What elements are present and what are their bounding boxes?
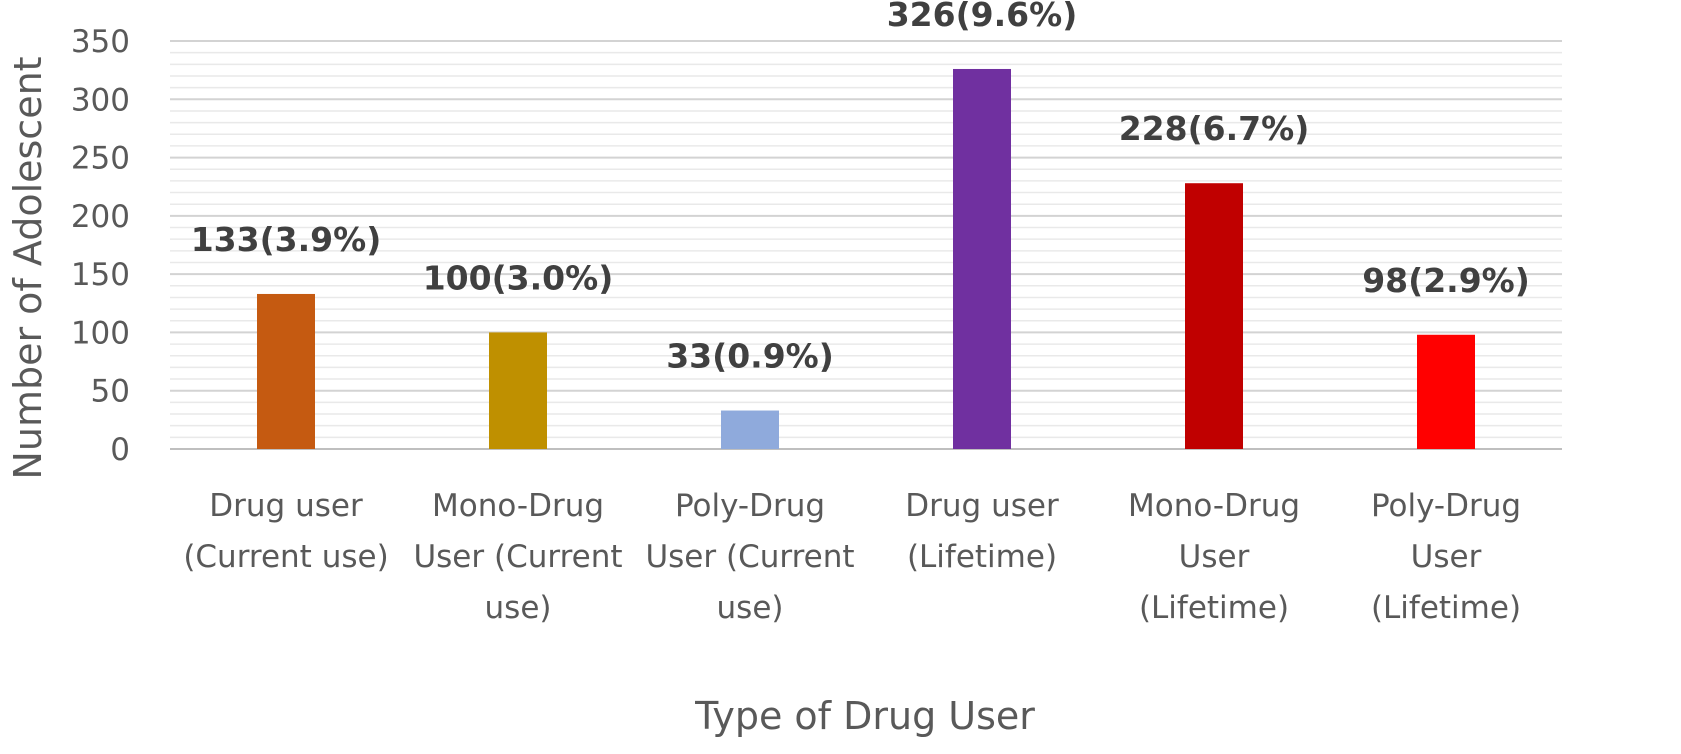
y-axis-title: Number of Adolescent	[6, 56, 50, 479]
x-category-label: Poly-Drug User (Current use)	[645, 488, 854, 626]
y-tick-label: 150	[71, 257, 130, 293]
bars	[257, 68, 1475, 449]
y-tick-label: 0	[110, 432, 130, 468]
bar	[1417, 334, 1475, 449]
data-labels: 133(3.9%) 100(3.0%) 33(0.9%) 326(9.6%) 228(6…	[191, 0, 1530, 376]
x-category-label: Drug user (Lifetime)	[905, 488, 1059, 575]
bar	[489, 332, 547, 449]
x-category-label: Mono-Drug User (Lifetime)	[1128, 488, 1300, 626]
data-label: 133(3.9%)	[191, 220, 382, 259]
data-label: 326(9.6%)	[887, 0, 1078, 34]
bar	[721, 410, 779, 449]
y-tick-label: 300	[71, 82, 130, 118]
x-category-label: Mono-Drug User (Current use)	[413, 488, 622, 626]
y-tick-label: 100	[71, 315, 130, 351]
gridlines	[170, 40, 1562, 450]
data-label: 98(2.9%)	[1362, 261, 1530, 300]
data-label: 100(3.0%)	[423, 258, 614, 297]
bar	[953, 68, 1011, 449]
y-tick-label: 350	[71, 24, 130, 60]
y-tick-label: 50	[91, 374, 130, 410]
y-tick-label: 200	[71, 199, 130, 235]
bar	[257, 293, 315, 449]
x-category-label: Poly-Drug User (Lifetime)	[1371, 488, 1521, 626]
y-tick-labels: 0 50 100 150 200 250 300 350	[71, 24, 130, 468]
data-label: 33(0.9%)	[666, 337, 834, 376]
data-label: 228(6.7%)	[1119, 109, 1310, 148]
y-tick-label: 250	[71, 141, 130, 177]
bar	[1185, 183, 1243, 449]
x-category-label: Drug user (Current use)	[183, 488, 388, 575]
x-category-labels: Drug user (Current use) Mono-Drug User (Cur…	[183, 488, 1521, 626]
x-axis-title: Type of Drug User	[694, 694, 1035, 738]
